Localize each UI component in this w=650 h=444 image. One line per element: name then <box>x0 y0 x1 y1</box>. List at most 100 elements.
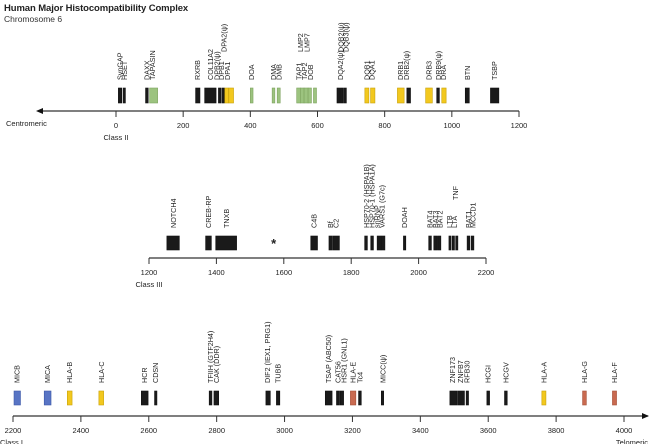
gene-block <box>490 87 500 104</box>
tick-label: 2000 <box>410 268 427 277</box>
gene-block <box>208 390 213 406</box>
gene-block <box>224 87 229 104</box>
gene-block <box>364 235 368 251</box>
gene-label: snRNP <box>372 205 381 228</box>
tick-label: 2200 <box>478 268 495 277</box>
gene-block <box>370 235 374 251</box>
gene-label: LTB <box>445 215 454 228</box>
gene-block <box>436 87 440 104</box>
gene-label: CAK (DDR) <box>212 346 221 383</box>
gene-block <box>358 390 362 406</box>
tick-label: 1000 <box>443 121 460 130</box>
gene-block <box>265 390 271 406</box>
gene-label: DQA2(ψ) <box>336 51 345 80</box>
gene-block <box>541 390 547 406</box>
gene-block <box>425 87 433 104</box>
gene-label: DRA <box>439 65 448 80</box>
gene-block <box>406 87 411 104</box>
gene-label: Bf <box>326 221 335 228</box>
gene-block <box>376 235 382 251</box>
gene-block <box>336 87 340 104</box>
gene-block <box>228 87 234 104</box>
tick-label: 400 <box>244 121 257 130</box>
gene-label: COL11A2 <box>206 49 215 80</box>
gene-block <box>350 390 357 406</box>
tick-label: 800 <box>378 121 391 130</box>
gene-block <box>122 87 126 104</box>
gene-block <box>397 87 405 104</box>
gene-label: MICA <box>43 365 52 383</box>
gene-block <box>364 87 370 104</box>
gene-label: DOB <box>306 64 315 80</box>
gene-label: TNXB <box>222 209 231 228</box>
gene-block <box>612 390 617 406</box>
gene-block <box>271 87 276 104</box>
gene-block <box>328 235 333 251</box>
gene-block <box>205 235 212 251</box>
gene-block <box>441 87 447 104</box>
tick-label: 1200 <box>511 121 528 130</box>
gene-block <box>380 235 386 251</box>
gene-block <box>300 87 305 104</box>
gene-block <box>448 235 452 251</box>
gene-label: DOAH <box>400 207 409 228</box>
tick-label: 2800 <box>208 426 225 435</box>
tick-label: 2400 <box>73 426 90 435</box>
gene-block <box>250 87 254 104</box>
gene-label: DPB2(ψ) <box>212 51 221 80</box>
gene-label: DQB2(ψ) <box>337 23 346 52</box>
gene-block <box>166 235 180 251</box>
gene-label: VARS1 (G7c) <box>378 185 387 228</box>
gene-label: NOTCH4 <box>169 198 178 228</box>
gene-label: MICB <box>13 365 22 383</box>
region-label: Class III <box>135 280 162 289</box>
tick-label: 1600 <box>275 268 292 277</box>
gene-label: SynGAP <box>116 52 125 80</box>
gene-label: TSBP <box>490 61 499 80</box>
gene-block <box>141 390 149 406</box>
gene-block <box>370 87 376 104</box>
gene-block <box>276 87 281 104</box>
gene-label: RXRB <box>193 60 202 80</box>
gene-label: TAP2 <box>300 63 309 80</box>
row-class-ii: 0 200 400 600 800 1000 1200 Class II Centromeric… <box>6 23 527 142</box>
gene-block <box>380 390 384 406</box>
gene-label: BAT4 <box>426 211 435 228</box>
gene-block <box>307 87 312 104</box>
gene-label: DPA2(ψ) <box>220 24 229 52</box>
tick-label: 600 <box>311 121 324 130</box>
gene-block <box>332 235 340 251</box>
gene-label: DRB2(ψ) <box>402 51 411 80</box>
gene-label: C2 <box>332 219 341 228</box>
gene-label: TUBB <box>273 364 282 383</box>
gene-label: DQB1 <box>362 60 371 80</box>
gene-label: DPA1 <box>223 62 232 80</box>
gene-label: DMA <box>269 64 278 80</box>
tick-label: 3800 <box>548 426 565 435</box>
gene-block <box>433 235 438 251</box>
gene-block <box>215 235 237 251</box>
figure-title: Human Major Histocompatibility Complex <box>4 3 189 14</box>
gene-block <box>470 235 475 251</box>
gene-block <box>149 87 158 104</box>
gene-label: ZNFB7 <box>456 360 465 383</box>
tick-label: 3200 <box>344 426 361 435</box>
gene-block <box>276 390 281 406</box>
gene-block <box>465 390 469 406</box>
gene-label: HLA-C <box>97 361 106 383</box>
centromeric-label: Centromeric <box>6 119 47 128</box>
row-class-i: 2200 2400 2600 2800 3000 3200 3400 3600 3800 4000… <box>0 321 649 444</box>
gene-label: LMP7 <box>302 33 311 52</box>
gene-block <box>336 390 340 406</box>
gene-block <box>67 390 73 406</box>
gene-block <box>221 87 225 104</box>
star-marker: * <box>271 236 277 251</box>
gene-label: TAPASIN <box>148 50 157 80</box>
tick-label: 1200 <box>141 268 158 277</box>
gene-block <box>457 390 465 406</box>
gene-label: DMB <box>274 64 283 80</box>
gene-label: HLA-E <box>349 362 358 383</box>
gene-label: TAP1 <box>295 63 304 80</box>
arrow-right-icon <box>642 413 649 419</box>
